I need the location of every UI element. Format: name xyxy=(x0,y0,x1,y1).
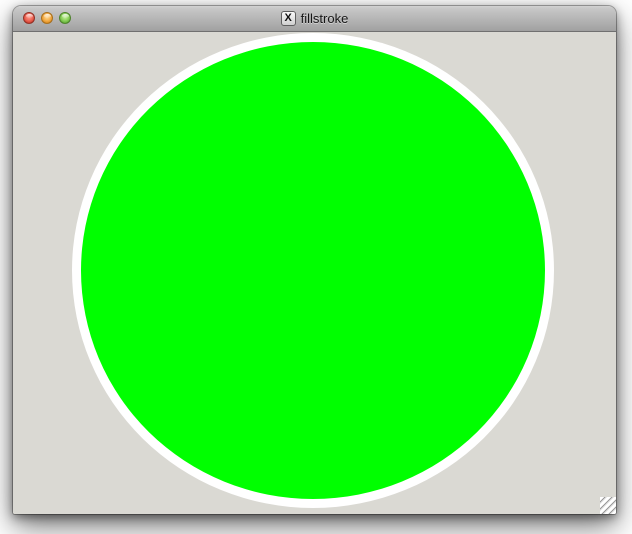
drawing-canvas xyxy=(13,32,616,514)
zoom-button[interactable] xyxy=(59,12,71,24)
close-button[interactable] xyxy=(23,12,35,24)
title-group: X fillstroke xyxy=(280,11,349,26)
traffic-light-buttons xyxy=(23,12,71,24)
titlebar[interactable]: X fillstroke xyxy=(13,6,616,32)
resize-grip[interactable] xyxy=(600,497,616,514)
green-filled-stroked-circle xyxy=(72,33,554,508)
x11-window: X fillstroke xyxy=(13,6,616,514)
minimize-button[interactable] xyxy=(41,12,53,24)
x11-app-icon: X xyxy=(280,11,296,26)
window-title: fillstroke xyxy=(300,11,349,26)
